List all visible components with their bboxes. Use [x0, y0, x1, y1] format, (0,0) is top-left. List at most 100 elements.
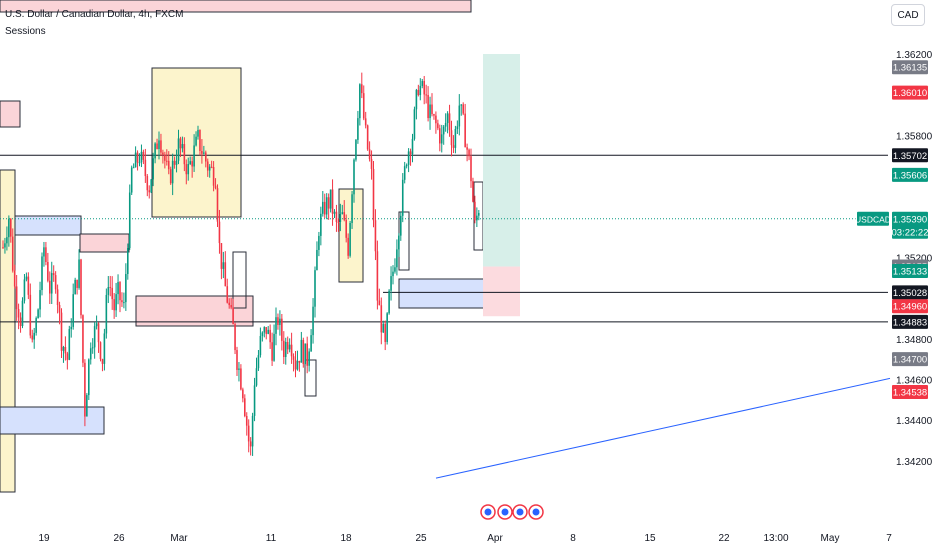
candle-body [41, 256, 43, 291]
candle-body [21, 300, 24, 327]
candle-body [411, 138, 414, 155]
candle-body [333, 211, 336, 214]
marker-box[interactable] [232, 251, 247, 309]
demand-zone[interactable] [14, 215, 82, 236]
candle-body [446, 113, 449, 124]
time-tick-label: 18 [340, 533, 352, 544]
candle-body [454, 128, 457, 148]
currency-button[interactable]: CAD [891, 4, 925, 26]
candle-body [296, 360, 299, 370]
candle-body [70, 326, 73, 330]
candle-body [230, 305, 232, 308]
price-badge-label: 1.34960 [893, 302, 927, 313]
candle-body [286, 341, 289, 350]
candle-series [2, 72, 480, 456]
event-flag-dot [484, 508, 492, 516]
candle-body [275, 317, 277, 334]
trendline-drawing[interactable] [435, 377, 891, 479]
marker-box[interactable] [304, 359, 317, 397]
candle-body [76, 279, 78, 288]
candle-body [366, 125, 369, 150]
candle-body [279, 318, 281, 326]
top-zone-box[interactable] [0, 0, 472, 13]
candle-body [304, 343, 307, 365]
event-flags[interactable] [480, 504, 544, 520]
time-tick-label: 15 [644, 533, 656, 544]
price-badge-label: 1.34883 [893, 317, 927, 328]
candle-body [431, 104, 433, 115]
price-axis[interactable]: 1.36200 1.35800 1.35200 1.34800 1.34600 1.344… [896, 50, 932, 468]
candle-body [247, 425, 250, 442]
candle-body [415, 89, 418, 110]
symbol-title[interactable]: U.S. Dollar / Canadian Dollar, 4h, FXCM [5, 9, 184, 20]
candle-body [444, 123, 447, 127]
candle-body [99, 342, 102, 360]
session-box[interactable] [338, 188, 364, 283]
price-badge [892, 285, 928, 300]
demand-zone[interactable] [0, 406, 105, 435]
candle-body [43, 247, 45, 257]
candle-body [82, 315, 84, 363]
candle-body [244, 398, 246, 417]
candle-body [323, 201, 326, 215]
candle-body [31, 335, 34, 340]
candle-body [474, 201, 476, 221]
candle-body [25, 276, 28, 280]
candle-body [177, 138, 180, 161]
time-axis[interactable]: 19 26 Mar 11 18 25 Apr 8 15 22 13:00 May 7 [38, 533, 892, 544]
candle-body [417, 89, 420, 96]
candle-body [361, 84, 363, 94]
price-badge-label: 1.35028 [893, 288, 927, 299]
time-tick-label: Mar [170, 533, 188, 544]
candle-body [97, 323, 100, 343]
long-position-tool[interactable] [483, 54, 520, 317]
candle-body [138, 162, 141, 164]
candle-body [466, 147, 468, 150]
candle-body [409, 151, 412, 155]
candle-body [341, 212, 344, 215]
price-tick-label: 1.34600 [896, 375, 932, 386]
candle-body [257, 355, 260, 369]
candle-body [251, 415, 254, 447]
trendline [435, 377, 891, 479]
indicator-legend[interactable]: Sessions [5, 26, 46, 37]
candle-body [181, 144, 184, 149]
candle-body [95, 323, 98, 327]
candle-body [433, 114, 435, 116]
demand-zone[interactable] [398, 278, 487, 309]
candle-body [284, 341, 287, 357]
time-tick-label: 11 [266, 533, 277, 544]
candle-body [17, 309, 20, 318]
candle-body [130, 167, 133, 193]
candle-body [345, 219, 347, 238]
candle-body [68, 329, 71, 360]
candle-body [6, 237, 8, 244]
candle-body [472, 181, 474, 202]
price-badge-label: 1.35133 [893, 267, 927, 278]
candle-body [368, 149, 371, 160]
price-badge-label: 1.34700 [893, 355, 927, 366]
candle-body [33, 332, 35, 340]
candle-body [290, 344, 293, 357]
candle-body [382, 323, 385, 333]
candle-body [203, 152, 205, 154]
candle-body [185, 164, 188, 175]
supply-zone[interactable] [0, 100, 21, 128]
candle-body [476, 215, 478, 221]
candle-body [364, 118, 367, 126]
candle-body [421, 81, 424, 86]
candle-body [197, 129, 199, 137]
candle-body [253, 385, 256, 416]
candle-body [460, 104, 463, 106]
candle-body [4, 243, 6, 248]
time-tick-label: 8 [570, 533, 576, 544]
candle-body [47, 261, 49, 281]
candle-body [52, 273, 55, 276]
candle-body [45, 247, 47, 262]
candle-body [413, 109, 416, 139]
supply-zone[interactable] [79, 233, 130, 253]
candle-body [292, 356, 295, 360]
candle-body [448, 113, 451, 131]
